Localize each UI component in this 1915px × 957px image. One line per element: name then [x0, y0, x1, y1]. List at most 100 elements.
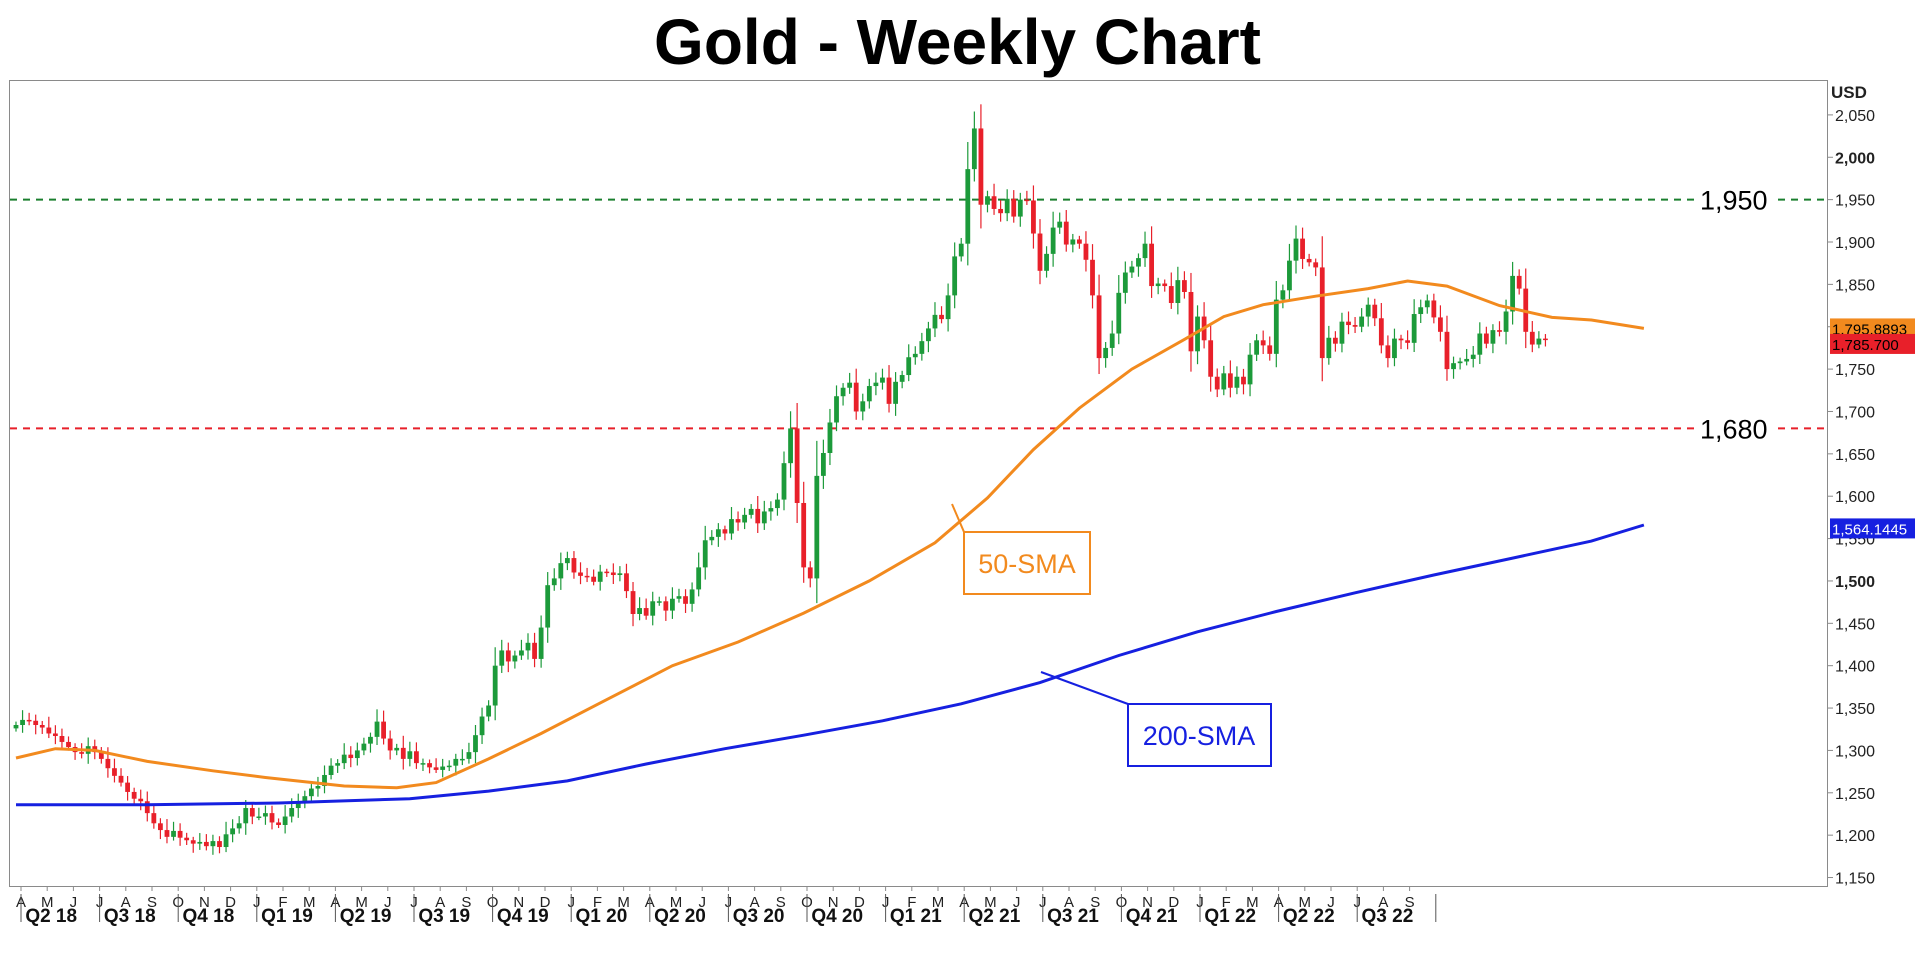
candle-body [696, 567, 702, 590]
candle-body [1254, 340, 1260, 355]
candle-body [886, 377, 892, 404]
candle-body [1372, 304, 1378, 319]
candle-body [545, 585, 551, 628]
candle-body [591, 576, 597, 582]
candle-body [1142, 243, 1148, 259]
sma200-price-tag: 1,564.1445 [1832, 521, 1907, 538]
candle-body [939, 314, 944, 320]
candle-body [171, 830, 176, 837]
candle-body [1392, 338, 1397, 359]
candle-body [505, 650, 511, 662]
x-quarter-label: Q3 22 [1362, 906, 1414, 927]
candle-body [164, 830, 170, 837]
candle-body [1208, 340, 1214, 377]
candle-body [131, 791, 137, 799]
x-month-label: N [513, 894, 524, 911]
x-quarter-label: Q1 22 [1204, 906, 1256, 927]
y-tick-label: 1,250 [1835, 786, 1875, 803]
candle-body [807, 567, 813, 579]
x-month-label: F [907, 894, 916, 911]
candle-body [1306, 258, 1312, 263]
sma200-callout-box [1127, 703, 1272, 767]
candle-body [814, 475, 820, 579]
candle-body [282, 816, 288, 825]
sma200-callout-leader [1040, 671, 1129, 705]
x-month-label: M [1246, 894, 1259, 911]
y-tick-label: 1,400 [1835, 659, 1875, 676]
y-tick-label: 1,350 [1835, 701, 1875, 718]
candle-body [1149, 243, 1154, 287]
candle-body [446, 765, 452, 768]
y-axis-unit: USD [1831, 83, 1867, 102]
candle-body [932, 314, 938, 329]
candle-body [926, 328, 931, 342]
x-month-label: S [776, 894, 786, 911]
candle-body [893, 381, 898, 404]
candle-body [217, 841, 222, 848]
candle-body [729, 519, 734, 534]
candle-body [604, 571, 610, 574]
sma50-callout-box [963, 531, 1091, 595]
x-month-label: M [932, 894, 945, 911]
x-month-label: M [984, 894, 997, 911]
candle-body [1096, 295, 1102, 359]
candle-body [249, 808, 255, 817]
candle-body [394, 747, 400, 751]
candle-body [387, 738, 393, 751]
x-month-label: J [1327, 894, 1335, 911]
x-month-label: F [278, 894, 287, 911]
candle-body [998, 208, 1004, 214]
candles [13, 104, 1548, 855]
candle-body [20, 719, 25, 725]
candle-body [486, 705, 492, 717]
x-month-label: J [384, 894, 392, 911]
candle-body [1214, 376, 1220, 390]
candle-body [354, 750, 360, 759]
candle-body [118, 775, 124, 783]
candle-body [1346, 321, 1351, 326]
x-month-label: J [698, 894, 706, 911]
candle-body [1122, 272, 1128, 293]
x-month-label: M [670, 894, 683, 911]
candle-body [1168, 286, 1174, 304]
candle-body [899, 375, 905, 382]
candle-body [650, 601, 656, 616]
candle-body [151, 813, 157, 824]
candle-body [788, 428, 793, 464]
x-quarter-label: Q2 22 [1283, 906, 1335, 927]
moving-averages [15, 279, 1645, 807]
x-quarter-label: Q4 19 [497, 906, 549, 927]
candle-body [512, 655, 518, 662]
candle-body [532, 642, 537, 659]
x-month-label: D [854, 894, 865, 911]
candle-body [676, 596, 682, 599]
candle-body [269, 813, 275, 823]
y-tick-label: 2,000 [1835, 150, 1875, 167]
candle-body [1116, 292, 1122, 334]
candle-body [479, 716, 485, 736]
candle-body [1359, 316, 1365, 327]
candle-body [1510, 275, 1516, 312]
candle-body [965, 169, 971, 244]
candle-body [66, 741, 71, 748]
candle-body [1037, 233, 1043, 271]
candle-body [781, 463, 787, 500]
candle-body [335, 763, 341, 766]
candle-body [433, 767, 439, 770]
candle-body [138, 798, 144, 802]
reference-label: 1,950 [1700, 186, 1768, 216]
candle-body [1188, 291, 1194, 352]
x-month-label: S [461, 894, 471, 911]
last-price-tag-bg [1830, 333, 1915, 354]
candle-body [1090, 259, 1095, 296]
candle-body [1076, 239, 1082, 244]
candle-body [1319, 267, 1325, 359]
candle-body [958, 243, 964, 257]
candle-body [236, 823, 242, 829]
candle-body [177, 830, 183, 838]
candle-body [834, 396, 839, 423]
candle-body [624, 573, 629, 592]
x-quarter-label: Q4 20 [811, 906, 863, 927]
x-month-label: M [1299, 894, 1312, 911]
candle-body [473, 735, 478, 753]
